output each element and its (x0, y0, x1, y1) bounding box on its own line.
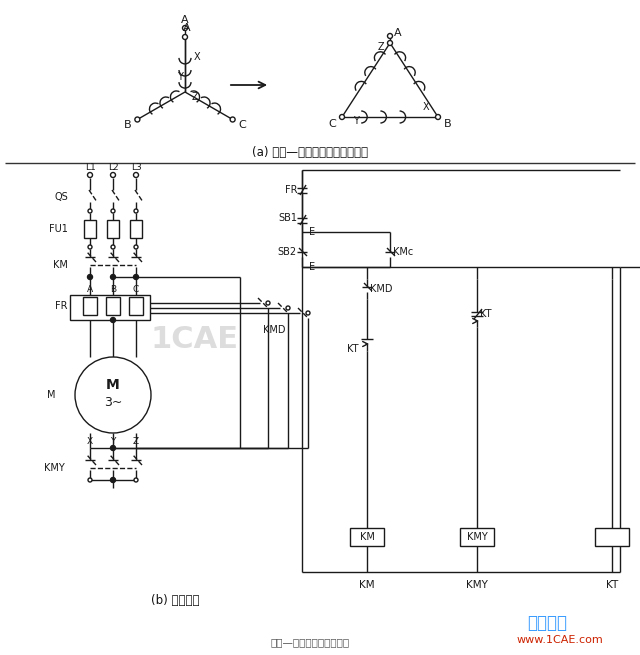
Text: KMc: KMc (393, 247, 413, 257)
Text: 星形—三角形自动控制线路: 星形—三角形自动控制线路 (271, 637, 349, 647)
Circle shape (134, 172, 138, 178)
Text: KM: KM (359, 580, 375, 590)
Circle shape (111, 209, 115, 213)
Circle shape (306, 311, 310, 315)
Circle shape (88, 245, 92, 249)
Text: B: B (444, 119, 452, 129)
Text: C: C (328, 119, 336, 129)
Text: L1: L1 (84, 162, 95, 172)
Circle shape (387, 41, 392, 45)
Text: FU1: FU1 (49, 224, 68, 234)
Text: C: C (239, 119, 246, 130)
Text: 仿真在线: 仿真在线 (527, 614, 567, 632)
Text: M: M (106, 378, 120, 392)
Text: SB2: SB2 (278, 247, 297, 257)
Bar (70, 295, 150, 320)
Circle shape (111, 477, 115, 483)
Bar (129, 297, 143, 315)
Text: KMD: KMD (263, 325, 285, 335)
Circle shape (88, 172, 93, 178)
Circle shape (182, 35, 188, 39)
Circle shape (111, 445, 115, 451)
Text: Z: Z (378, 42, 384, 52)
Circle shape (182, 26, 188, 31)
Bar (460, 528, 494, 546)
Text: KMY: KMY (466, 580, 488, 590)
Text: 3~: 3~ (104, 396, 122, 409)
Text: KMY: KMY (467, 532, 488, 542)
Text: A: A (183, 23, 191, 33)
Text: FR: FR (56, 301, 68, 311)
Text: B: B (110, 286, 116, 295)
Text: E: E (309, 262, 315, 272)
Text: X: X (194, 52, 200, 62)
Text: A: A (87, 286, 93, 295)
Text: KMY: KMY (44, 463, 65, 473)
Text: KM: KM (360, 532, 374, 542)
Circle shape (111, 478, 115, 482)
Circle shape (111, 274, 115, 280)
Circle shape (339, 115, 344, 119)
Circle shape (134, 209, 138, 213)
Text: (b) 控制线路: (b) 控制线路 (151, 593, 199, 607)
Text: Z: Z (192, 92, 198, 102)
Text: C: C (133, 286, 139, 295)
Text: B: B (124, 119, 131, 130)
Text: FR: FR (285, 185, 297, 195)
Text: KM: KM (53, 260, 68, 270)
Circle shape (135, 117, 140, 122)
Text: 1CAE: 1CAE (151, 326, 239, 354)
Circle shape (435, 115, 440, 119)
Circle shape (387, 33, 392, 39)
Circle shape (88, 274, 93, 280)
Text: KT: KT (606, 580, 618, 590)
Text: SB1: SB1 (278, 213, 297, 223)
Circle shape (75, 357, 151, 433)
Circle shape (266, 301, 270, 305)
Circle shape (134, 274, 138, 280)
Circle shape (88, 478, 92, 482)
Text: (a) 星形—三角形转换绕组连接图: (a) 星形—三角形转换绕组连接图 (252, 147, 368, 160)
Bar (84, 220, 96, 238)
Text: KT: KT (347, 344, 358, 354)
Text: A: A (394, 28, 402, 38)
Circle shape (111, 172, 115, 178)
Text: QS: QS (54, 192, 68, 202)
Circle shape (88, 209, 92, 213)
Circle shape (134, 478, 138, 482)
Bar (350, 528, 384, 546)
Circle shape (286, 306, 290, 310)
Text: KMD: KMD (370, 284, 392, 294)
Circle shape (230, 117, 235, 122)
Text: Z: Z (133, 436, 139, 445)
Text: X: X (422, 102, 429, 112)
Circle shape (111, 318, 115, 322)
Text: M: M (47, 390, 55, 400)
Bar (595, 528, 629, 546)
Bar (107, 220, 119, 238)
Circle shape (111, 245, 115, 249)
Bar (106, 297, 120, 315)
Bar (130, 220, 142, 238)
Bar (83, 297, 97, 315)
Text: KT: KT (480, 309, 492, 319)
Text: E: E (309, 227, 315, 237)
Text: L3: L3 (131, 162, 141, 172)
Text: Y: Y (177, 72, 183, 82)
Text: Y: Y (110, 436, 116, 445)
Text: L2: L2 (108, 162, 118, 172)
Text: A: A (181, 15, 189, 25)
Text: X: X (87, 436, 93, 445)
Text: www.1CAE.com: www.1CAE.com (516, 635, 604, 645)
Circle shape (134, 245, 138, 249)
Text: Y: Y (353, 116, 359, 126)
